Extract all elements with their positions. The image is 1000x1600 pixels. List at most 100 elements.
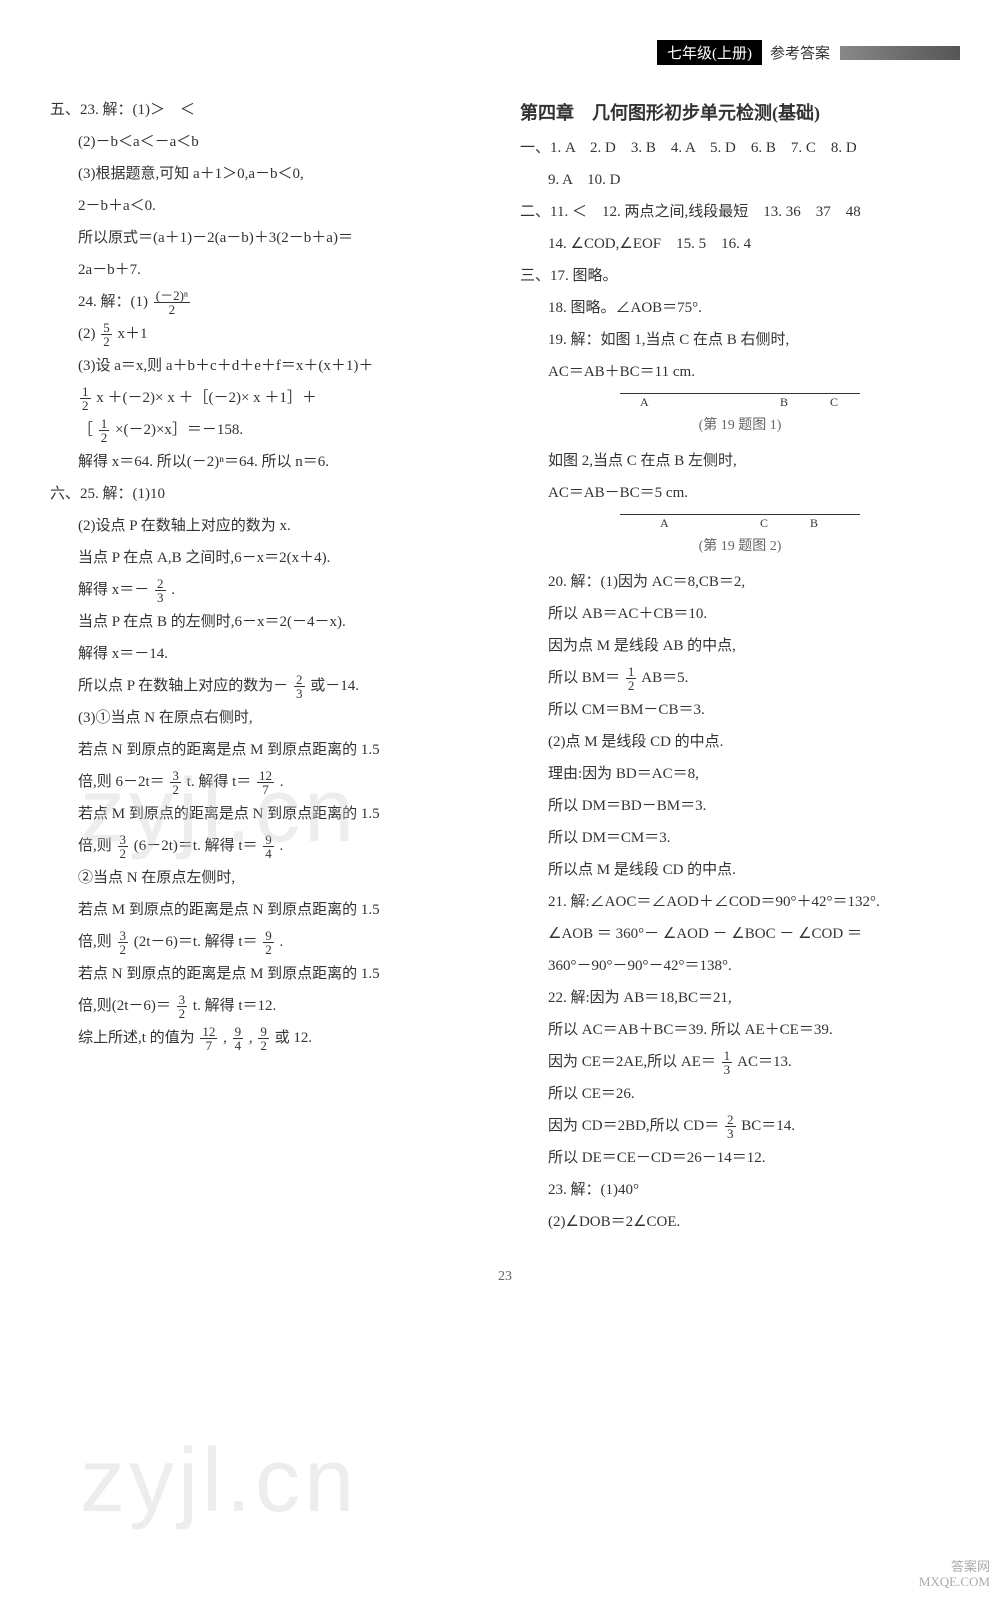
q22d: 所以 CE＝26. — [520, 1079, 960, 1109]
q23-3c: 所以原式＝(a＋1)－2(a－b)＋3(2－b＋a)＝ — [50, 223, 490, 253]
content-columns: 五、23. 解：(1)＞ ＜ (2)－b＜a＜－a＜b (3)根据题意,可知 a… — [50, 95, 960, 1239]
q25-3d: 若点 M 到原点的距离是点 N 到原点距离的 1.5 — [50, 799, 490, 829]
figure-1: A B C (第 19 题图 1) — [520, 393, 960, 440]
q25-3h: 倍,则 3 2 (2t－6)＝t. 解得 t＝ 9 2 . — [50, 927, 490, 957]
q20b: 所以 AB＝AC＋CB＝10. — [520, 599, 960, 629]
figure-2: A C B (第 19 题图 2) — [520, 514, 960, 561]
q24-3d: 解得 x＝64. 所以(－2)ⁿ＝64. 所以 n＝6. — [50, 447, 490, 477]
mc-answers: 一、1. A 2. D 3. B 4. A 5. D 6. B 7. C 8. … — [520, 133, 960, 163]
q22b: 所以 AC＝AB＋BC＝39. 所以 AE＋CE＝39. — [520, 1015, 960, 1045]
frac: 2 3 — [725, 1113, 736, 1140]
q20f: (2)点 M 是线段 CD 的中点. — [520, 727, 960, 757]
q24-3c: ［ 1 2 ×(－2)×x］＝－158. — [50, 415, 490, 445]
frac: 1 2 — [80, 385, 91, 412]
left-column: 五、23. 解：(1)＞ ＜ (2)－b＜a＜－a＜b (3)根据题意,可知 a… — [50, 95, 490, 1239]
q24-3a: (3)设 a＝x,则 a＋b＋c＋d＋e＋f＝x＋(x＋1)＋ — [50, 351, 490, 381]
q25-2c: 解得 x＝－ 2 3 . — [50, 575, 490, 605]
q25-2a: (2)设点 P 在数轴上对应的数为 x. — [50, 511, 490, 541]
frac: 9 4 — [263, 833, 274, 860]
frac: 9 2 — [258, 1025, 269, 1052]
q19b: AC＝AB＋BC＝11 cm. — [520, 357, 960, 387]
frac: 5 2 — [101, 321, 112, 348]
header-bar — [840, 46, 960, 60]
right-column: 第四章 几何图形初步单元检测(基础) 一、1. A 2. D 3. B 4. A… — [520, 95, 960, 1239]
frac: 3 2 — [118, 833, 129, 860]
corner-mark: 答案网 MXQE.COM — [919, 1559, 990, 1590]
q25-2b: 当点 P 在点 A,B 之间时,6－x＝2(x＋4). — [50, 543, 490, 573]
number-line-2: A C B — [620, 514, 860, 529]
q25-head: 六、25. 解：(1)10 — [50, 479, 490, 509]
q24-2: (2) 5 2 x＋1 — [50, 319, 490, 349]
fill-answers-2: 14. ∠COD,∠EOF 15. 5 16. 4 — [520, 229, 960, 259]
q23-3d: 2a－b＋7. — [50, 255, 490, 285]
q24-3b: 1 2 x ＋(－2)× x ＋［(－2)× x ＋1］＋ — [50, 383, 490, 413]
frac: 12 7 — [257, 769, 274, 796]
q25-2d: 当点 P 在点 B 的左侧时,6－x＝2(－4－x). — [50, 607, 490, 637]
corner-line-2: MXQE.COM — [919, 1574, 990, 1590]
q25-2f: 所以点 P 在数轴上对应的数为－ 2 3 或－14. — [50, 671, 490, 701]
q23a: 23. 解：(1)40° — [520, 1175, 960, 1205]
frac: 3 2 — [118, 929, 129, 956]
q19c: 如图 2,当点 C 在点 B 左侧时, — [520, 446, 960, 476]
frac: 2 3 — [155, 577, 166, 604]
frac: 3 2 — [170, 769, 181, 796]
frac: 1 2 — [626, 665, 637, 692]
q25-2e: 解得 x＝－14. — [50, 639, 490, 669]
mc-answers-2: 9. A 10. D — [520, 165, 960, 195]
q23-head: 五、23. 解：(1)＞ ＜ — [50, 95, 490, 125]
frac: 9 2 — [263, 929, 274, 956]
q21a: 21. 解:∠AOC＝∠AOD＋∠COD＝90°＋42°＝132°. — [520, 887, 960, 917]
q23-3a: (3)根据题意,可知 a＋1＞0,a－b＜0, — [50, 159, 490, 189]
q25-3g: 若点 M 到原点的距离是点 N 到原点距离的 1.5 — [50, 895, 490, 925]
q25-3a: (3)①当点 N 在原点右侧时, — [50, 703, 490, 733]
q20a: 20. 解：(1)因为 AC＝8,CB＝2, — [520, 567, 960, 597]
q25-3b: 若点 N 到原点的距离是点 M 到原点距离的 1.5 — [50, 735, 490, 765]
q25-3c: 倍,则 6－2t＝ 3 2 t. 解得 t＝ 12 7 . — [50, 767, 490, 797]
q19a: 19. 解：如图 1,当点 C 在点 B 右侧时, — [520, 325, 960, 355]
q22e: 因为 CD＝2BD,所以 CD＝ 2 3 BC＝14. — [520, 1111, 960, 1141]
frac: 9 4 — [233, 1025, 244, 1052]
q20e: 所以 CM＝BM－CB＝3. — [520, 695, 960, 725]
page-number: 23 — [50, 1269, 960, 1285]
q20g: 理由:因为 BD＝AC＝8, — [520, 759, 960, 789]
q22c: 因为 CE＝2AE,所以 AE＝ 1 3 AC＝13. — [520, 1047, 960, 1077]
q23b: (2)∠DOB＝2∠COE. — [520, 1207, 960, 1237]
header-label: 参考答案 — [770, 42, 830, 63]
q20h: 所以 DM＝BD－BM＝3. — [520, 791, 960, 821]
figure-1-caption: (第 19 题图 1) — [520, 412, 960, 440]
q21c: 360°－90°－90°－42°＝138°. — [520, 951, 960, 981]
frac: 1 2 — [99, 417, 110, 444]
page-header: 七年级(上册) 参考答案 — [50, 40, 960, 65]
q24-1: 24. 解：(1) (－2)ⁿ 2 — [50, 287, 490, 317]
q21b: ∠AOB ＝ 360°－ ∠AOD － ∠BOC － ∠COD ＝ — [520, 919, 960, 949]
q25-3k: 综上所述,t 的值为 12 7 , 9 4 , 9 2 或 12. — [50, 1023, 490, 1053]
q25-3e: 倍,则 3 2 (6－2t)＝t. 解得 t＝ 9 4 . — [50, 831, 490, 861]
q22a: 22. 解:因为 AB＝18,BC＝21, — [520, 983, 960, 1013]
chapter-title: 第四章 几何图形初步单元检测(基础) — [520, 95, 960, 131]
q20c: 因为点 M 是线段 AB 的中点, — [520, 631, 960, 661]
q20d: 所以 BM＝ 1 2 AB＝5. — [520, 663, 960, 693]
number-line-1: A B C — [620, 393, 860, 408]
q17: 三、17. 图略。 — [520, 261, 960, 291]
frac: (－2)ⁿ 2 — [154, 289, 190, 316]
figure-2-caption: (第 19 题图 2) — [520, 533, 960, 561]
q25-3f: ②当点 N 在原点左侧时, — [50, 863, 490, 893]
q25-3j: 倍,则(2t－6)＝ 3 2 t. 解得 t＝12. — [50, 991, 490, 1021]
frac: 12 7 — [200, 1025, 217, 1052]
q20j: 所以点 M 是线段 CD 的中点. — [520, 855, 960, 885]
watermark-2: zyjl.cn — [80, 1430, 358, 1533]
fill-answers: 二、11. ＜ 12. 两点之间,线段最短 13. 36 37 48 — [520, 197, 960, 227]
q20i: 所以 DM＝CM＝3. — [520, 823, 960, 853]
frac: 1 3 — [722, 1049, 733, 1076]
q18: 18. 图略。∠AOB＝75°. — [520, 293, 960, 323]
grade-badge: 七年级(上册) — [657, 40, 762, 65]
q24-head: 24. 解：(1) — [78, 294, 148, 310]
frac: 2 3 — [294, 673, 305, 700]
q19d: AC＝AB－BC＝5 cm. — [520, 478, 960, 508]
q23-2: (2)－b＜a＜－a＜b — [50, 127, 490, 157]
q23-3b: 2－b＋a＜0. — [50, 191, 490, 221]
page: 七年级(上册) 参考答案 五、23. 解：(1)＞ ＜ (2)－b＜a＜－a＜b… — [0, 0, 1000, 1600]
q22f: 所以 DE＝CE－CD＝26－14＝12. — [520, 1143, 960, 1173]
corner-line-1: 答案网 — [919, 1559, 990, 1575]
q25-3i: 若点 N 到原点的距离是点 M 到原点距离的 1.5 — [50, 959, 490, 989]
